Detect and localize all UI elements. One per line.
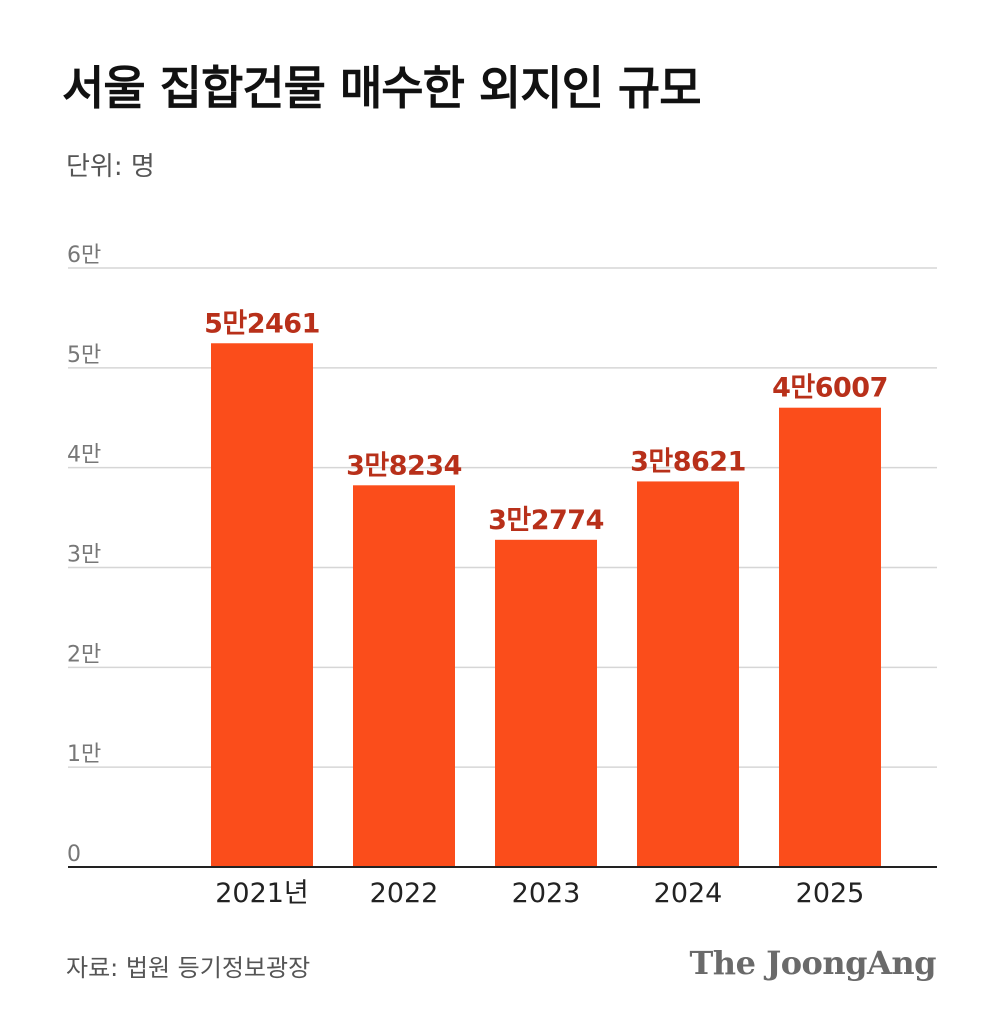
x-tick-label: 2021년 <box>215 878 309 909</box>
y-tick-label: 3만 <box>67 543 101 568</box>
x-tick-label: 2025 <box>796 878 865 909</box>
bar <box>637 481 739 867</box>
bar-value-label: 5만2461 <box>204 308 320 339</box>
bar <box>353 485 455 867</box>
bar-value-label: 3만8234 <box>346 450 462 481</box>
y-tick-label: 4만 <box>67 443 101 468</box>
source-note: 자료: 법원 등기정보광장 <box>66 954 311 982</box>
y-tick-label: 1만 <box>67 742 101 767</box>
x-tick-label: 2024 <box>654 878 723 909</box>
bar <box>779 407 881 867</box>
y-tick-label: 5만 <box>67 343 101 368</box>
y-tick-label: 6만 <box>67 243 101 268</box>
bar-value-label: 3만2774 <box>488 505 604 536</box>
bar <box>211 343 313 867</box>
chart-title: 서울 집합건물 매수한 외지인 규모 <box>62 61 702 115</box>
x-tick-label: 2022 <box>370 878 439 909</box>
unit-label: 단위: 명 <box>66 152 155 182</box>
y-tick-label: 0 <box>67 842 81 867</box>
bar <box>495 539 597 867</box>
brand-logo: The JoongAng <box>689 944 936 982</box>
bar-value-label: 4만6007 <box>772 373 888 404</box>
y-tick-label: 2만 <box>67 642 101 667</box>
x-tick-label: 2023 <box>512 878 581 909</box>
bar-value-label: 3만8621 <box>630 446 746 477</box>
